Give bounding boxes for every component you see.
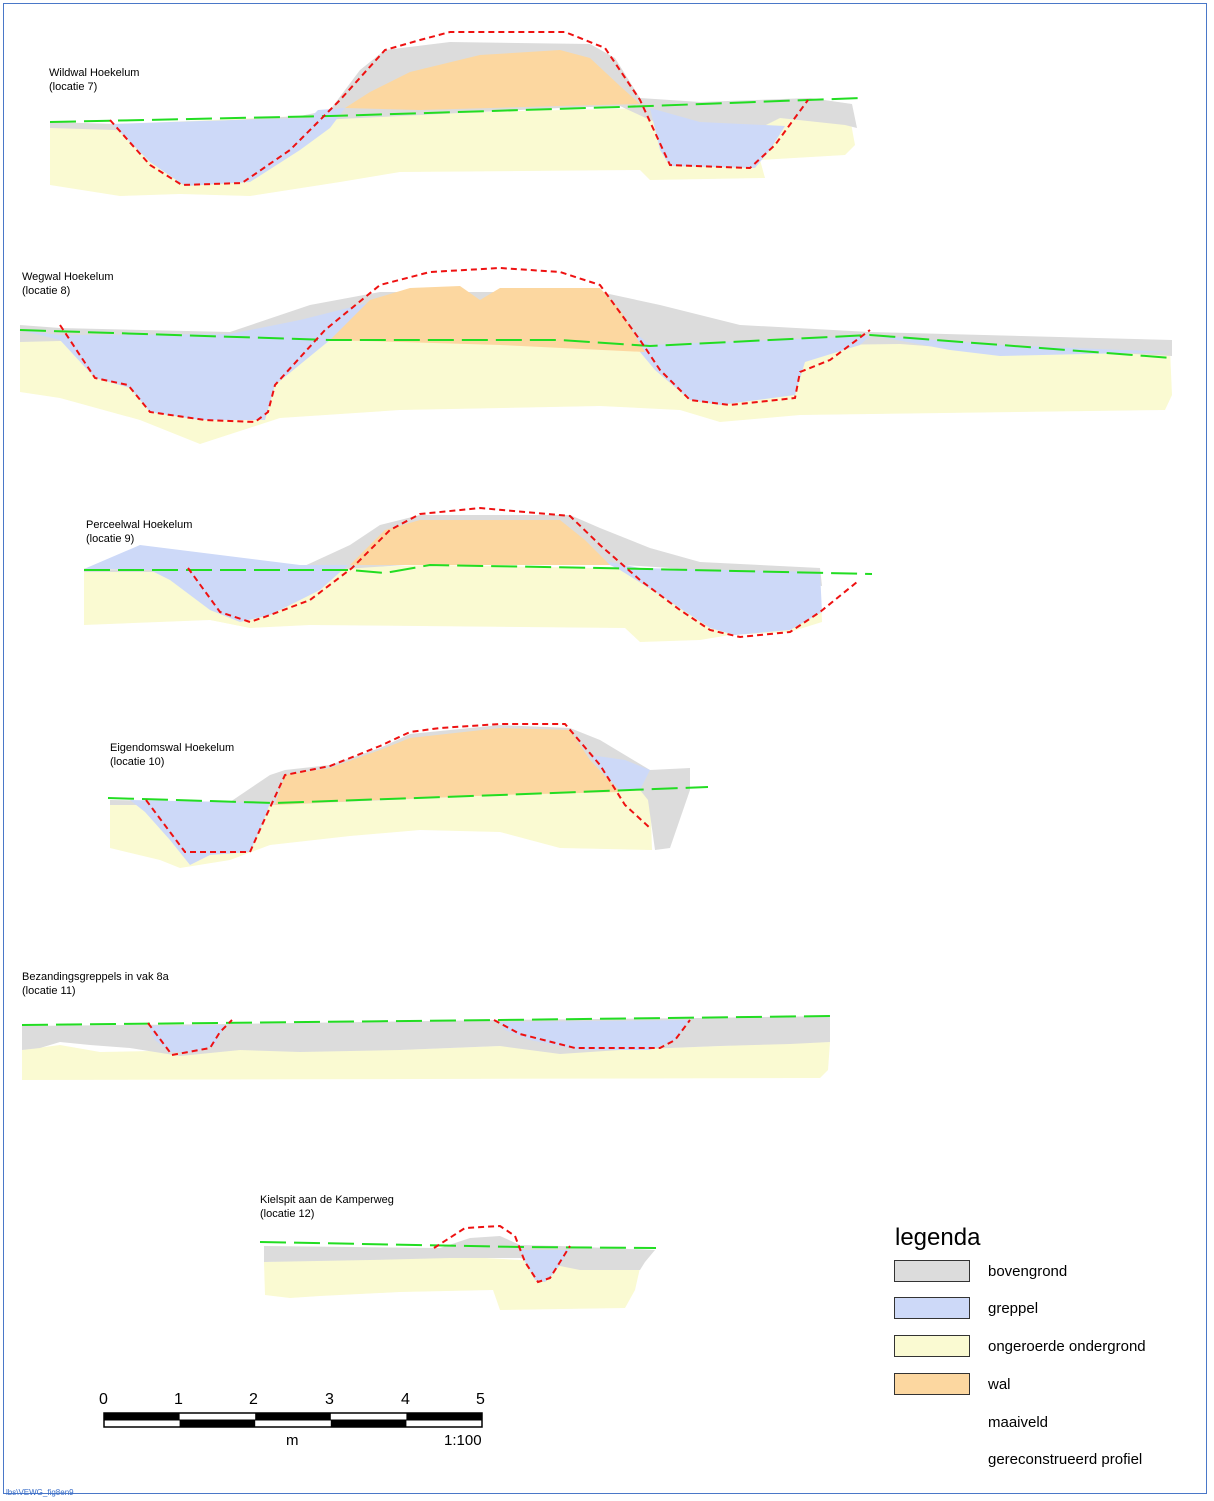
layer-greppel bbox=[500, 1020, 690, 1050]
legend-swatch-wal bbox=[894, 1373, 970, 1395]
figure-frame bbox=[3, 3, 1207, 1494]
layer-greppel bbox=[870, 335, 1170, 356]
profile-label-bezandingsgreppels: Bezandingsgreppels in vak 8a (locatie 11… bbox=[22, 970, 169, 998]
reconstructed-profile-line bbox=[493, 1019, 691, 1049]
profile-title: Wildwal Hoekelum bbox=[49, 67, 140, 79]
maaiveld-line bbox=[21, 1015, 833, 1026]
layer-greppel bbox=[600, 560, 822, 635]
profile-title: Wegwal Hoekelum bbox=[22, 271, 114, 283]
profile-bezandingsgreppels bbox=[22, 1016, 830, 1080]
reconstructed-profile-line bbox=[145, 723, 651, 853]
legend-swatch-bovengrond bbox=[894, 1260, 970, 1282]
profile-title: Perceelwal Hoekelum bbox=[86, 519, 193, 531]
layer-greppel bbox=[84, 545, 348, 622]
profile-title: Kielspit aan de Kamperweg bbox=[260, 1194, 394, 1206]
scale-tick-label: 1 bbox=[174, 1391, 183, 1408]
scale-bar bbox=[103, 1412, 483, 1428]
profile-label-wegwal: Wegwal Hoekelum (locatie 8) bbox=[22, 270, 114, 298]
layer-greppel bbox=[20, 300, 380, 420]
maaiveld-line bbox=[19, 329, 1173, 359]
profile-eigendomswal bbox=[110, 725, 690, 868]
profile-location: (locatie 9) bbox=[86, 533, 135, 545]
layer-greppel bbox=[620, 320, 870, 405]
layer-greppel bbox=[148, 1025, 225, 1052]
legend-label: gereconstrueerd profiel bbox=[988, 1451, 1143, 1468]
scale-unit: m bbox=[286, 1432, 299, 1449]
reconstructed-profile-line bbox=[147, 1019, 233, 1057]
profile-wegwal bbox=[20, 286, 1172, 444]
reconstructed-profile-line bbox=[187, 506, 858, 639]
reconstructed-profile-lines bbox=[59, 31, 871, 1284]
legend-label: ongeroerde ondergrond bbox=[988, 1338, 1146, 1355]
profile-label-wildwal: Wildwal Hoekelum (locatie 7) bbox=[49, 66, 139, 94]
profile-location: (locatie 10) bbox=[110, 756, 165, 768]
profile-kielspit bbox=[264, 1236, 655, 1310]
scale-ratio: 1:100 bbox=[444, 1432, 482, 1449]
layer-greppel bbox=[112, 108, 345, 186]
scale-tick-label: 0 bbox=[99, 1391, 108, 1408]
legend-label: maaiveld bbox=[988, 1414, 1049, 1431]
profile-label-kielspit: Kielspit aan de Kamperweg (locatie 12) bbox=[260, 1193, 394, 1221]
maaiveld-line bbox=[84, 563, 873, 575]
profile-perceelwal bbox=[84, 515, 822, 642]
scale-tick-label: 4 bbox=[401, 1391, 410, 1408]
legend-label: bovengrond bbox=[988, 1263, 1068, 1280]
layer-greppel bbox=[590, 755, 650, 790]
legend-label: wal bbox=[988, 1376, 1011, 1393]
reconstructed-profile-line bbox=[59, 266, 871, 424]
legend-swatch-ondergrond bbox=[894, 1335, 970, 1357]
layer-greppel bbox=[130, 800, 270, 865]
layer-greppel bbox=[650, 108, 785, 168]
profile-label-eigendomswal: Eigendomswal Hoekelum (locatie 10) bbox=[110, 741, 234, 769]
profile-location: (locatie 7) bbox=[49, 81, 98, 93]
layer-wal bbox=[275, 728, 620, 805]
profile-location: (locatie 8) bbox=[22, 285, 71, 297]
scale-tick-label: 3 bbox=[325, 1391, 334, 1408]
layer-wal bbox=[345, 50, 640, 110]
layer-wal bbox=[330, 286, 645, 352]
maaiveld-line bbox=[49, 97, 861, 123]
reconstructed-profile-line bbox=[109, 31, 809, 187]
maaiveld-line bbox=[107, 786, 709, 805]
layer-wal bbox=[350, 520, 610, 565]
scale-tick-label: 2 bbox=[249, 1391, 258, 1408]
profile-title: Bezandingsgreppels in vak 8a bbox=[22, 971, 169, 983]
profile-location: (locatie 12) bbox=[260, 1208, 315, 1220]
legend-swatch-greppel bbox=[894, 1297, 970, 1319]
legend-title: legenda bbox=[895, 1224, 981, 1251]
profile-location: (locatie 11) bbox=[22, 985, 76, 997]
scale-tick-label: 5 bbox=[476, 1391, 485, 1408]
profile-title: Eigendomswal Hoekelum bbox=[110, 742, 235, 754]
layer-ondergrond bbox=[20, 332, 1172, 444]
profile-label-perceelwal: Perceelwal Hoekelum (locatie 9) bbox=[86, 518, 192, 546]
footer-reference: lbs\VEWG_fig8en9 bbox=[6, 1488, 74, 1497]
legend-label: greppel bbox=[988, 1300, 1039, 1317]
